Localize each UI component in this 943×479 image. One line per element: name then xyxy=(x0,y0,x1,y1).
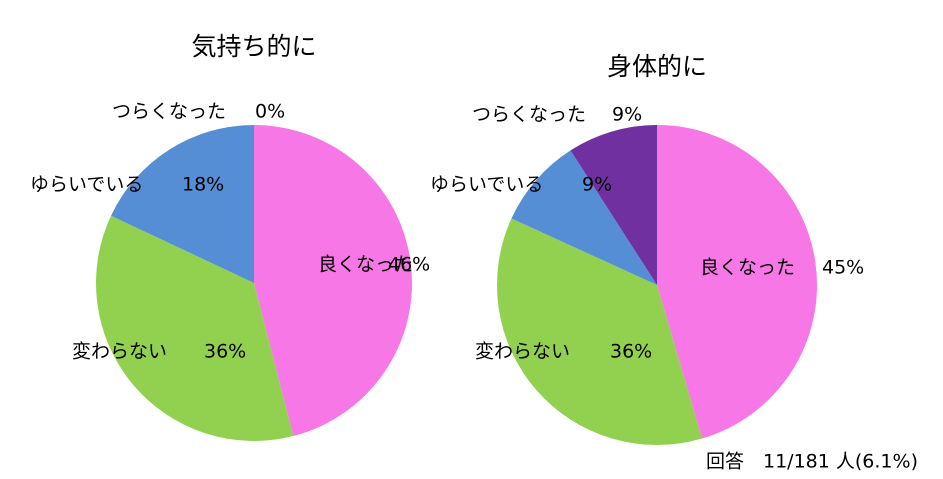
value-label: 36% xyxy=(610,341,652,363)
note: 回答 11/181 人(6.1%) xyxy=(706,451,918,473)
slice-label: ゆらいでいる xyxy=(30,174,143,196)
pie-slice xyxy=(511,150,657,285)
pie-slice xyxy=(570,125,657,285)
chart-title: 気持ち的に xyxy=(191,32,316,61)
pie-slice xyxy=(95,215,294,441)
slice-label: ゆらいでいる xyxy=(430,174,543,196)
value-label: 46% xyxy=(388,254,430,276)
value-label: 36% xyxy=(204,341,246,363)
pie-slice xyxy=(111,125,254,283)
value-label: 9% xyxy=(582,174,612,196)
slice-label: 良くなった xyxy=(318,254,413,276)
pie-slice xyxy=(254,125,413,437)
slice-label: 変わらない xyxy=(475,341,570,363)
value-label: 0% xyxy=(255,101,285,123)
slice-label: 良くなった xyxy=(700,257,795,279)
chart-title: 身体的に xyxy=(607,52,707,81)
value-label: 18% xyxy=(182,174,224,196)
value-label: 45% xyxy=(822,257,864,279)
pie-slice xyxy=(496,218,703,446)
slice-label: つらくなった xyxy=(472,104,586,126)
slice-label: つらくなった xyxy=(112,101,226,123)
slice-label: 変わらない xyxy=(72,341,167,363)
value-label: 9% xyxy=(612,104,642,126)
pie-slice xyxy=(657,125,818,439)
